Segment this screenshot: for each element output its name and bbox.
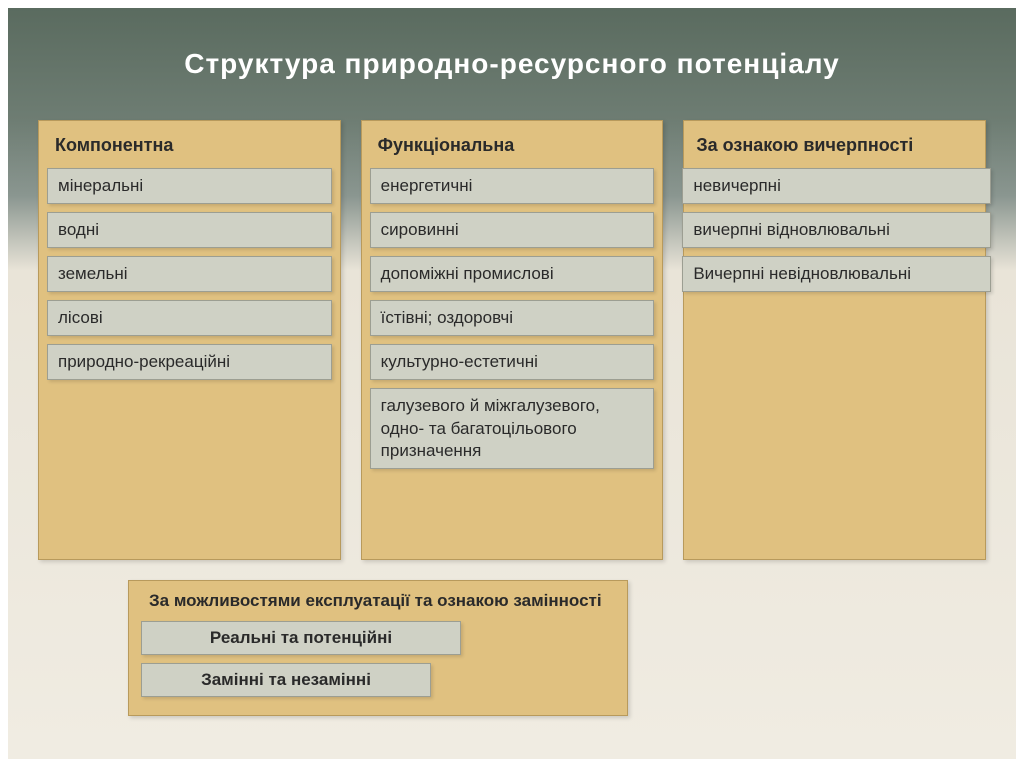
column-exhaustibility: За ознакою вичерпності невичерпні вичерп… bbox=[683, 120, 986, 560]
column-header: Компонентна bbox=[47, 129, 332, 168]
list-item: водні bbox=[47, 212, 332, 248]
bottom-block: За можливостями експлуатації та ознакою … bbox=[128, 580, 628, 716]
list-item: земельні bbox=[47, 256, 332, 292]
list-item: культурно-естетичні bbox=[370, 344, 655, 380]
column-header: Функціональна bbox=[370, 129, 655, 168]
columns-row: Компонентна мінеральні водні земельні лі… bbox=[38, 120, 986, 560]
list-item: природно-рекреаційні bbox=[47, 344, 332, 380]
column-header: За ознакою вичерпності bbox=[688, 129, 977, 168]
list-item: допоміжні промислові bbox=[370, 256, 655, 292]
list-item: Реальні та потенційні bbox=[141, 621, 461, 655]
column-component: Компонентна мінеральні водні земельні лі… bbox=[38, 120, 341, 560]
column-functional: Функціональна енергетичні сировинні допо… bbox=[361, 120, 664, 560]
slide-title: Структура природно-ресурсного потенціалу bbox=[38, 48, 986, 80]
list-item: їстівні; оздоровчі bbox=[370, 300, 655, 336]
list-item: вичерпні відновлювальні bbox=[682, 212, 991, 248]
list-item: сировинні bbox=[370, 212, 655, 248]
list-item: мінеральні bbox=[47, 168, 332, 204]
bottom-header: За можливостями експлуатації та ознакою … bbox=[137, 587, 619, 621]
list-item: Вичерпні невідновлювальні bbox=[682, 256, 991, 292]
slide-container: Структура природно-ресурсного потенціалу… bbox=[8, 8, 1016, 759]
list-item: Замінні та незамінні bbox=[141, 663, 431, 697]
list-item: невичерпні bbox=[682, 168, 991, 204]
list-item: лісові bbox=[47, 300, 332, 336]
list-item: енергетичні bbox=[370, 168, 655, 204]
list-item: галузевого й міжгалузевого, одно- та баг… bbox=[370, 388, 655, 468]
